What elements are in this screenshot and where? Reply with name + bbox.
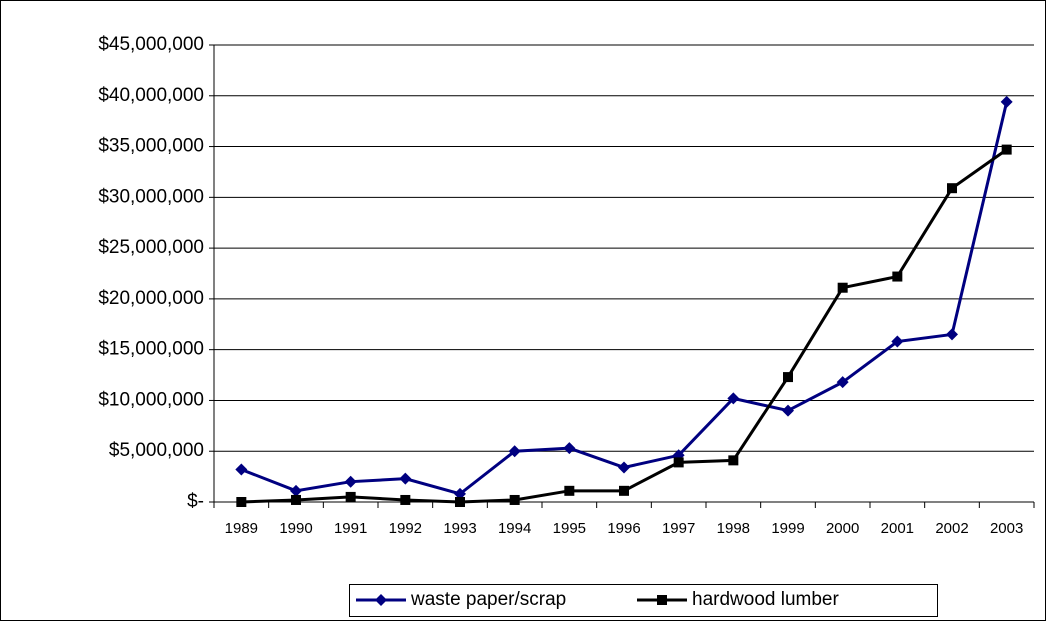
y-tick-label: $15,000,000 (98, 339, 204, 360)
x-tick-label: 1991 (334, 520, 367, 537)
y-tick-label: $- (187, 491, 204, 512)
y-tick-label: $30,000,000 (98, 186, 204, 207)
data-point (946, 328, 958, 341)
data-point (455, 497, 465, 507)
x-tick-label: 1996 (607, 520, 640, 537)
data-point (564, 485, 575, 496)
x-tick-label: 1989 (225, 520, 258, 537)
data-point (399, 472, 412, 485)
data-point (891, 335, 904, 348)
data-point (563, 442, 576, 455)
data-point (291, 494, 301, 505)
x-tick-label: 1993 (443, 520, 476, 537)
y-tick-label: $45,000,000 (98, 34, 204, 55)
x-tick-label: 2003 (990, 520, 1023, 537)
x-tick-label: 1990 (279, 520, 312, 537)
x-tick-label: 1997 (662, 520, 695, 537)
x-tick-label: 1999 (771, 520, 804, 537)
y-tick-label: $40,000,000 (98, 85, 204, 106)
data-point (1000, 95, 1013, 108)
data-point (1001, 144, 1012, 155)
data-point (947, 183, 957, 194)
data-point (508, 445, 521, 458)
x-tick-label: 2002 (935, 520, 968, 537)
y-tick-label: $35,000,000 (98, 136, 204, 157)
data-point (400, 494, 411, 505)
data-point (727, 392, 740, 405)
x-tick-label: 1992 (389, 520, 422, 537)
data-point (782, 404, 794, 417)
legend-marker (657, 595, 667, 605)
data-point (837, 282, 848, 293)
x-tick-label: 1994 (498, 520, 531, 537)
data-point (673, 457, 684, 468)
y-tick-label: $5,000,000 (109, 440, 204, 461)
data-point (235, 463, 248, 476)
legend-label: waste paper/scrap (410, 589, 566, 610)
x-tick-label: 1998 (717, 520, 750, 537)
y-tick-label: $20,000,000 (98, 288, 204, 309)
data-point (783, 372, 793, 383)
y-tick-label: $10,000,000 (98, 389, 204, 410)
legend-marker (375, 594, 387, 606)
data-point (344, 475, 357, 488)
data-point (618, 461, 630, 474)
data-point (236, 497, 247, 507)
data-point (454, 487, 466, 500)
data-point (290, 484, 302, 497)
data-point (345, 491, 356, 502)
x-tick-label: 2000 (826, 520, 859, 537)
data-point (509, 494, 520, 505)
x-tick-label: 2001 (881, 520, 914, 537)
y-tick-label: $25,000,000 (98, 237, 204, 258)
data-point (892, 271, 903, 282)
data-point (836, 376, 849, 389)
data-point (619, 485, 629, 496)
x-tick-label: 1995 (553, 520, 586, 537)
legend-label: hardwood lumber (692, 589, 839, 610)
data-point (728, 455, 739, 466)
